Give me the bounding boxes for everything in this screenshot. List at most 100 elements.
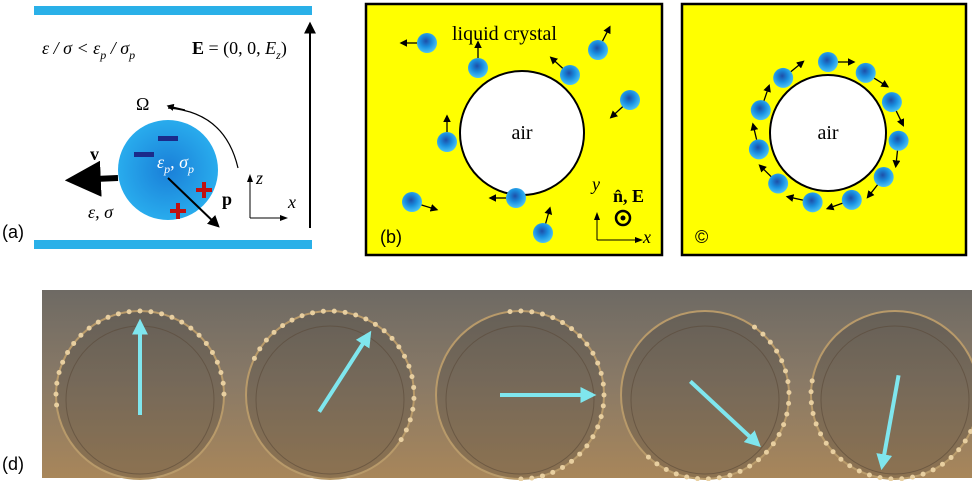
particle-dot [767, 339, 773, 345]
particle-dot [784, 411, 790, 417]
bubble [769, 74, 887, 192]
particle-dot [299, 313, 305, 319]
particle-dot [65, 349, 71, 355]
ring-inner [630, 325, 780, 475]
charge-minus [134, 152, 154, 157]
particle-dot [673, 471, 679, 477]
particle-dot [403, 427, 409, 433]
axes [249, 180, 282, 219]
particle-arrow [790, 60, 805, 73]
direction-arrow [689, 379, 761, 448]
particle-dot [169, 314, 175, 320]
particle [560, 65, 580, 85]
particle-dot [71, 340, 77, 346]
particle-dot [196, 332, 202, 338]
particle-dot [823, 440, 829, 446]
particle-dot [782, 368, 788, 374]
label: © [695, 227, 708, 247]
dipole-arrow [167, 177, 220, 228]
particle-dot [930, 467, 936, 473]
particle-dot [600, 403, 606, 409]
particle-dot [310, 310, 316, 316]
particle-dot [209, 349, 215, 355]
director: n̂, E [613, 186, 644, 206]
particle-dot [856, 468, 862, 474]
particle [533, 223, 553, 243]
particle-dot [910, 474, 916, 480]
particle [118, 120, 218, 220]
particle-dot [899, 476, 905, 481]
particle-dot [363, 316, 369, 322]
panel-d: (d) [2, 290, 972, 481]
particle-dot [320, 308, 326, 314]
particle-dot [398, 437, 404, 443]
velocity: v [90, 144, 99, 164]
particle-dot [939, 461, 945, 467]
label: (a) [2, 222, 24, 242]
particle-dot [830, 449, 836, 455]
particle-dot [727, 472, 733, 478]
charge-plus [170, 182, 212, 219]
out-of-plane-dot [620, 215, 626, 221]
particle-dot [179, 319, 185, 325]
particle-dot [257, 346, 263, 352]
particle-dot [550, 315, 556, 321]
particle [768, 173, 789, 194]
label: (b) [380, 227, 402, 247]
particle-dot [968, 429, 972, 435]
particle-dot [389, 335, 395, 341]
particle-dot [920, 471, 926, 477]
particle-arrow [750, 122, 759, 140]
particle-arrow [873, 77, 890, 88]
particle-dot [598, 370, 604, 376]
particle-dot [756, 457, 762, 463]
particle-dot [78, 332, 84, 338]
particle-dot [663, 467, 669, 473]
particle-arrow [601, 25, 611, 42]
particle-dot [60, 359, 66, 365]
particle-dot [539, 311, 545, 317]
particle [620, 90, 640, 110]
particle-dot [737, 468, 743, 474]
particle-arrow [549, 56, 564, 69]
particle-dot [407, 417, 413, 423]
condition: ε / σ < εp / σp [42, 38, 135, 62]
rotation-arrow [166, 103, 186, 111]
particle-dot [221, 391, 227, 397]
particle-dot [372, 321, 378, 327]
particle [773, 67, 794, 88]
particle-dot [569, 326, 575, 332]
particle-dot [813, 421, 819, 427]
particle-dot [560, 320, 566, 326]
particle-arrow [421, 204, 439, 212]
axis-y: y [590, 174, 600, 194]
particle-dot [148, 309, 154, 315]
particle-arrow [825, 202, 843, 211]
particle-dot [786, 389, 792, 395]
particle-dot [331, 308, 337, 314]
particle-dot [289, 317, 295, 323]
particle-dot [779, 358, 785, 364]
electrode [34, 240, 312, 249]
field: E = (0, 0, Ez) [192, 38, 287, 62]
particle-dot [402, 353, 408, 359]
particle-dot [218, 370, 224, 376]
out-of-plane [614, 209, 632, 227]
particle-arrow [895, 110, 905, 127]
particle-dot [747, 463, 753, 469]
particle [873, 167, 894, 188]
panel-a: ε / σ < εp / σp E = (0, 0, Ez) Ω v p εp,… [2, 6, 316, 249]
particle [802, 192, 823, 213]
particle-dot [105, 314, 111, 320]
particle [468, 58, 488, 78]
particle-arrow [758, 164, 772, 177]
particle-dot [53, 391, 59, 397]
particle-dot [560, 464, 566, 470]
particle-arrow [866, 184, 878, 199]
particle-dot [781, 422, 787, 428]
particle-dot [595, 424, 601, 430]
axis-x: x [287, 192, 296, 212]
particle-dot [251, 355, 257, 361]
particle-dot [818, 431, 824, 437]
particle-arrow [544, 206, 553, 224]
